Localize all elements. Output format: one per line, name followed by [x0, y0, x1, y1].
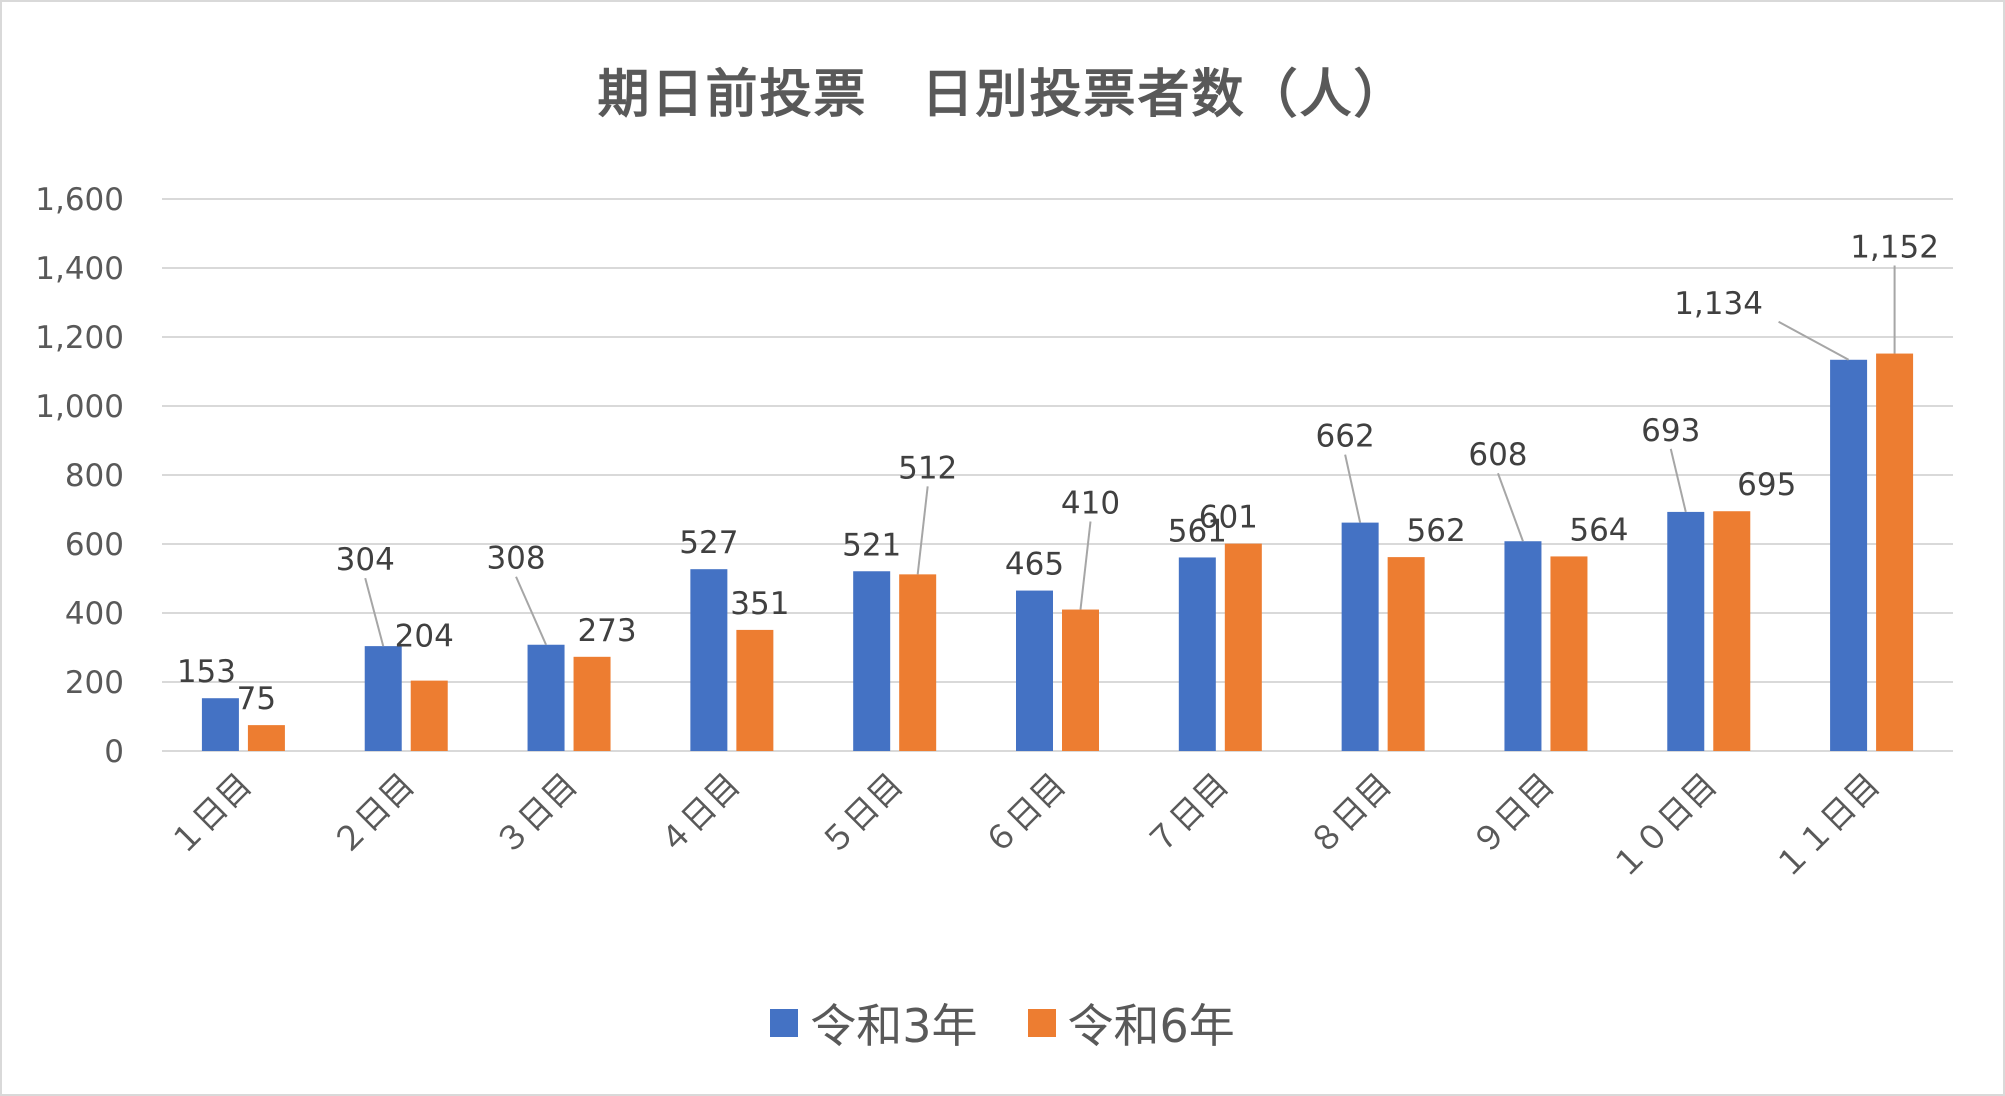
bar — [690, 569, 728, 751]
y-tick-label: 400 — [65, 596, 124, 632]
data-label: 153 — [177, 654, 236, 690]
leader-line — [515, 576, 547, 646]
x-tick-label: ８日目 — [1301, 765, 1399, 863]
data-label: 521 — [842, 527, 901, 563]
bar — [899, 574, 937, 751]
bar — [573, 656, 611, 751]
y-tick-label: 0 — [104, 734, 124, 770]
bar — [736, 629, 774, 751]
leader-line — [364, 577, 385, 647]
y-tick-label: 600 — [65, 527, 124, 563]
data-label: 693 — [1641, 413, 1700, 449]
bar — [853, 571, 891, 751]
legend: 令和3年 令和6年 — [0, 990, 2005, 1056]
leader-line — [1344, 454, 1362, 523]
bar — [1550, 556, 1588, 751]
data-label: 304 — [336, 542, 395, 578]
x-tick-label: ６日目 — [976, 765, 1074, 863]
data-label: 512 — [898, 450, 957, 486]
x-tick-label: １日目 — [161, 765, 259, 863]
bar — [1224, 543, 1262, 751]
data-label: 601 — [1199, 500, 1258, 536]
y-tick-label: 1,400 — [35, 251, 124, 287]
bar — [1504, 541, 1542, 751]
y-tick-label: 1,600 — [35, 182, 124, 218]
bar — [527, 644, 565, 751]
legend-swatch — [1027, 1009, 1056, 1037]
data-label: 662 — [1316, 419, 1375, 455]
x-tick-label: ９日目 — [1464, 765, 1562, 863]
bar — [1387, 557, 1425, 751]
data-label: 204 — [395, 619, 454, 655]
bar — [1178, 557, 1216, 751]
chart-title: 期日前投票 日別投票者数（人） — [597, 65, 1408, 125]
data-label: 562 — [1407, 513, 1466, 549]
x-tick-label: ３日目 — [487, 765, 585, 863]
data-label: 1,134 — [1674, 286, 1763, 322]
x-tick-label: ２日目 — [324, 765, 422, 863]
x-tick-label: ４日目 — [650, 765, 748, 863]
x-tick-label: １０日目 — [1604, 765, 1725, 886]
leader-line — [1079, 521, 1092, 610]
x-tick-label: １１日目 — [1766, 765, 1887, 886]
data-label: 527 — [679, 525, 738, 561]
data-label: 75 — [237, 681, 276, 717]
y-tick-label: 200 — [65, 665, 124, 701]
leader-line — [916, 486, 929, 575]
data-label: 608 — [1468, 437, 1527, 473]
bar — [1016, 590, 1053, 751]
bar — [1830, 359, 1868, 751]
legend-swatch — [770, 1009, 799, 1037]
bar — [410, 680, 448, 751]
bar — [364, 646, 402, 751]
y-tick-label: 1,000 — [35, 389, 124, 425]
y-tick-label: 1,200 — [35, 320, 124, 356]
data-label: 465 — [1005, 547, 1064, 583]
data-label: 564 — [1569, 512, 1628, 548]
bar — [247, 725, 285, 751]
legend-item-series-1: 令和3年 — [770, 990, 978, 1056]
leader-line — [1778, 320, 1850, 361]
bar — [1713, 511, 1751, 751]
bar — [1062, 609, 1099, 751]
bar — [1341, 522, 1379, 751]
data-label: 410 — [1061, 486, 1120, 522]
x-tick-label: ７日目 — [1138, 765, 1236, 863]
leader-line — [1669, 448, 1687, 513]
bar — [1667, 511, 1705, 751]
legend-label: 令和6年 — [1067, 999, 1235, 1053]
data-label: 695 — [1737, 467, 1796, 503]
data-label: 351 — [730, 586, 789, 622]
bar — [1876, 353, 1914, 751]
data-label: 273 — [577, 613, 636, 649]
legend-label: 令和3年 — [810, 999, 978, 1053]
bar — [201, 698, 239, 751]
data-label: 308 — [486, 541, 545, 577]
x-tick-label: ５日目 — [813, 765, 911, 863]
y-tick-label: 800 — [65, 458, 124, 494]
leader-line — [1497, 472, 1524, 542]
data-label: 1,152 — [1850, 230, 1939, 266]
data-label: 561 — [1168, 513, 1227, 549]
legend-item-series-2: 令和6年 — [1027, 990, 1235, 1056]
